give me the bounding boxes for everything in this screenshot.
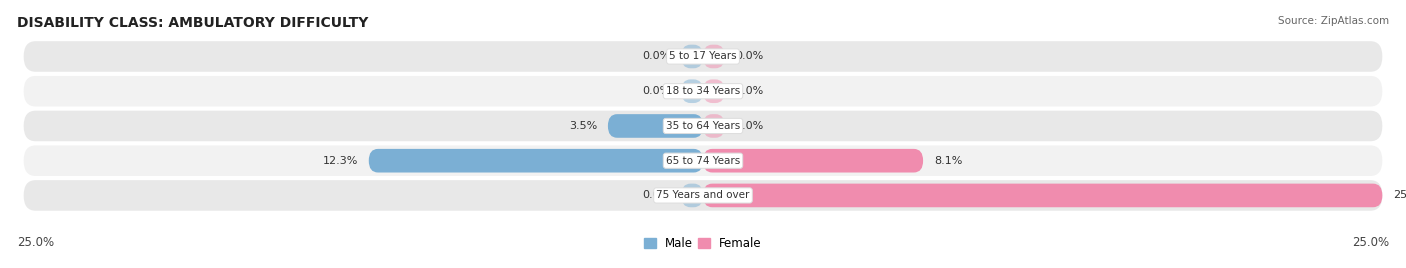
Text: 25.0%: 25.0%: [1353, 236, 1389, 249]
FancyBboxPatch shape: [24, 76, 1382, 106]
Text: 8.1%: 8.1%: [934, 156, 962, 166]
Text: 0.0%: 0.0%: [735, 51, 763, 61]
Text: 0.0%: 0.0%: [735, 86, 763, 96]
Text: DISABILITY CLASS: AMBULATORY DIFFICULTY: DISABILITY CLASS: AMBULATORY DIFFICULTY: [17, 16, 368, 30]
Text: 75 Years and over: 75 Years and over: [657, 191, 749, 200]
Text: 5 to 17 Years: 5 to 17 Years: [669, 51, 737, 61]
FancyBboxPatch shape: [703, 45, 724, 68]
Text: 0.0%: 0.0%: [735, 121, 763, 131]
FancyBboxPatch shape: [24, 111, 1382, 141]
FancyBboxPatch shape: [703, 79, 724, 103]
Text: Source: ZipAtlas.com: Source: ZipAtlas.com: [1278, 16, 1389, 26]
Text: 25.0%: 25.0%: [17, 236, 53, 249]
FancyBboxPatch shape: [682, 184, 703, 207]
FancyBboxPatch shape: [24, 180, 1382, 211]
FancyBboxPatch shape: [682, 45, 703, 68]
Text: 0.0%: 0.0%: [643, 51, 671, 61]
Text: 25.0%: 25.0%: [1393, 191, 1406, 200]
Text: 0.0%: 0.0%: [643, 86, 671, 96]
FancyBboxPatch shape: [368, 149, 703, 173]
FancyBboxPatch shape: [607, 114, 703, 138]
Text: 3.5%: 3.5%: [569, 121, 598, 131]
FancyBboxPatch shape: [703, 149, 924, 173]
Text: 35 to 64 Years: 35 to 64 Years: [666, 121, 740, 131]
FancyBboxPatch shape: [24, 41, 1382, 72]
Text: 18 to 34 Years: 18 to 34 Years: [666, 86, 740, 96]
Legend: Male, Female: Male, Female: [640, 233, 766, 255]
FancyBboxPatch shape: [703, 184, 1382, 207]
Text: 12.3%: 12.3%: [322, 156, 359, 166]
Text: 0.0%: 0.0%: [643, 191, 671, 200]
Text: 65 to 74 Years: 65 to 74 Years: [666, 156, 740, 166]
FancyBboxPatch shape: [703, 114, 724, 138]
FancyBboxPatch shape: [682, 79, 703, 103]
FancyBboxPatch shape: [24, 146, 1382, 176]
